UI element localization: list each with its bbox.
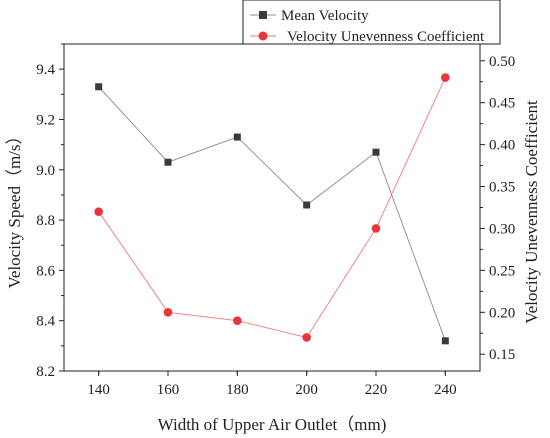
left-tick-label: 8.4 — [36, 314, 55, 330]
data-point-unevenness — [233, 316, 242, 325]
series-layer — [94, 73, 450, 345]
left-tick-label: 8.8 — [36, 213, 55, 229]
legend-label-mean-velocity: Mean Velocity — [281, 8, 369, 24]
plot-frame — [63, 43, 481, 372]
data-point-mean-velocity — [164, 158, 172, 166]
x-axis-ticks: 140 160 180 200 220 240 — [87, 371, 457, 398]
legend-marker-unevenness — [258, 31, 268, 41]
x-tick-label: 220 — [365, 382, 388, 398]
x-tick-label: 240 — [434, 382, 457, 398]
data-point-mean-velocity — [441, 337, 449, 345]
legend: Mean Velocity Velocity Unevenness Coeffi… — [242, 0, 501, 45]
right-tick-label: 0.20 — [489, 305, 515, 321]
series-line-0 — [98, 86, 446, 341]
series-line-1 — [98, 77, 446, 338]
left-axis-title: Velocity Speed（m/s） — [5, 127, 24, 288]
right-tick-label: 0.45 — [489, 96, 515, 112]
left-tick-label: 8.6 — [36, 263, 55, 279]
right-axis-ticks: 0.15 0.20 0.25 0.30 0.35 0.40 0.45 0.50 — [480, 54, 515, 363]
data-point-mean-velocity — [233, 133, 241, 141]
x-tick-label: 200 — [295, 382, 318, 398]
x-axis-title: Width of Upper Air Outlet（mm) — [158, 415, 387, 434]
left-tick-label: 9.4 — [36, 62, 55, 78]
x-tick-label: 140 — [87, 382, 110, 398]
right-tick-label: 0.50 — [489, 54, 515, 70]
data-point-mean-velocity — [372, 148, 380, 156]
data-point-mean-velocity — [303, 201, 311, 209]
right-tick-label: 0.30 — [489, 221, 515, 237]
left-tick-label: 8.2 — [36, 364, 55, 380]
left-tick-label: 9.0 — [36, 163, 55, 179]
data-point-unevenness — [371, 224, 381, 233]
left-axis-ticks: 8.2 8.4 8.6 8.8 9.0 9.2 9.4 — [36, 43, 64, 380]
legend-label-unevenness: Velocity Unevenness Coefficient — [287, 29, 485, 45]
x-tick-label: 180 — [226, 382, 249, 398]
right-tick-label: 0.35 — [489, 180, 515, 196]
data-point-mean-velocity — [95, 83, 103, 91]
data-point-unevenness — [94, 207, 103, 216]
data-point-unevenness — [163, 308, 173, 317]
legend-box — [242, 0, 501, 45]
data-point-unevenness — [302, 333, 311, 342]
data-point-unevenness — [441, 73, 450, 82]
right-tick-label: 0.40 — [489, 138, 515, 154]
left-tick-label: 9.2 — [36, 112, 55, 128]
right-axis-title: Velocity Unevenness Coefficient — [522, 100, 541, 324]
right-tick-label: 0.25 — [489, 263, 515, 279]
legend-marker-mean-velocity — [259, 11, 267, 19]
x-tick-label: 160 — [157, 382, 180, 398]
right-tick-label: 0.15 — [489, 347, 515, 363]
